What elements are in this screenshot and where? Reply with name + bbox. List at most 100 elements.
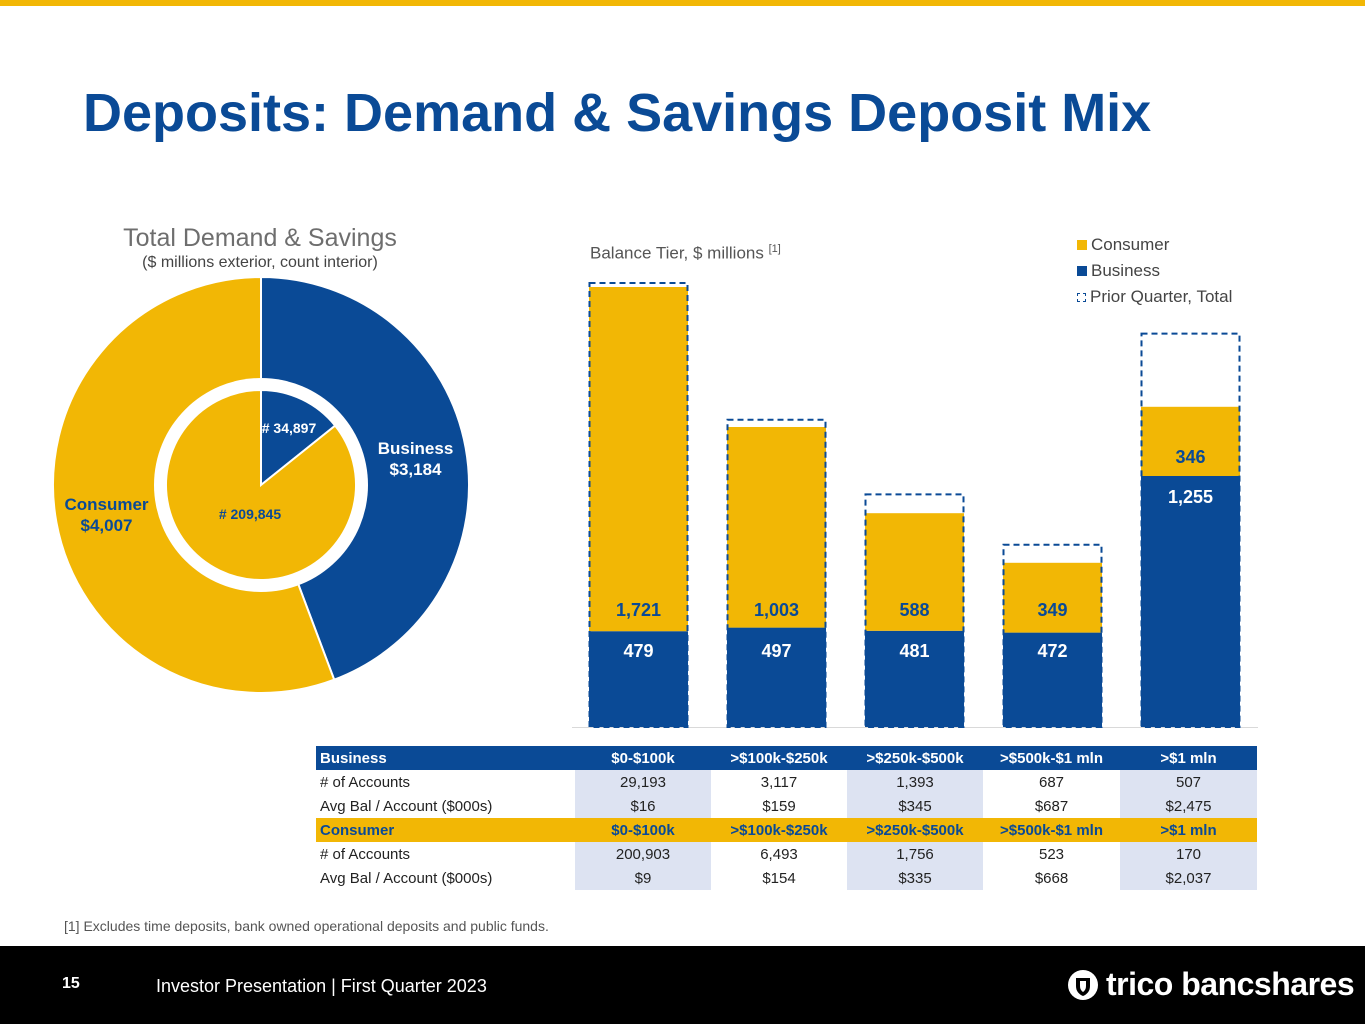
bar-prior-quarter-outline	[588, 282, 689, 728]
data-label-consumer: 1,003	[754, 600, 799, 620]
footer-text: Investor Presentation | First Quarter 20…	[156, 976, 487, 996]
legend-label-consumer: Consumer	[1091, 235, 1170, 254]
data-label-business: 472	[1037, 641, 1067, 661]
data-label-consumer: 1,721	[616, 600, 661, 620]
table-cell: 200,903	[575, 842, 711, 866]
footnote: [1] Excludes time deposits, bank owned o…	[64, 918, 549, 934]
table-cell: $159	[762, 797, 796, 815]
legend-swatch-prior-quarter	[1077, 292, 1086, 302]
data-label-consumer: 346	[1175, 447, 1205, 467]
bar-business	[1003, 632, 1102, 727]
table-cell: $345	[847, 794, 983, 818]
table-cell: $16	[575, 794, 711, 818]
bar-chart-subtitle-text: Balance Tier, $ millions	[590, 243, 764, 263]
table-cell: 523	[1038, 845, 1065, 863]
table-cell: 1,393	[847, 770, 983, 794]
table-cell: >$250k-$500k	[847, 818, 983, 842]
bar-legend: Consumer Business Prior Quarter, Total	[1077, 232, 1232, 310]
data-label-business: 481	[899, 641, 929, 661]
pie-label-consumer: Consumer	[64, 495, 148, 514]
table-cell: $9	[575, 866, 711, 890]
table-cell: 29,193	[575, 770, 711, 794]
table-header-consumer: Consumer $0-$100k >$100k-$250k >$250k-$5…	[316, 818, 1257, 842]
table-cell: 6,493	[760, 845, 798, 863]
table-cell: 3,117	[760, 773, 798, 791]
page-title: Deposits: Demand & Savings Deposit Mix	[83, 83, 1152, 143]
pie-slice-inner-consumer	[165, 388, 357, 581]
data-label-business: 479	[623, 641, 653, 661]
table-row: Avg Bal / Account ($000s) $9 $154 $335 $…	[316, 866, 1257, 890]
table-cell: # of Accounts	[320, 845, 411, 863]
brand-name: trico bancshares	[1106, 966, 1355, 1002]
legend-label-business: Business	[1091, 261, 1160, 280]
top-accent-rule	[0, 0, 1365, 6]
bar-consumer	[589, 287, 688, 632]
table-cell: $0-$100k	[575, 818, 711, 842]
table-cell: $2,037	[1120, 866, 1257, 890]
table-cell: >$1 mln	[1120, 746, 1257, 770]
bar-prior-quarter-outline	[726, 418, 827, 728]
legend-item-business: Business	[1077, 258, 1232, 284]
pie-value-consumer: $4,007	[81, 516, 133, 535]
table-cell: $335	[847, 866, 983, 890]
table-cell: 170	[1120, 842, 1257, 866]
pie-count-business: # 34,897	[262, 420, 317, 436]
bar-consumer	[1003, 562, 1102, 633]
bar-consumer	[865, 513, 964, 631]
table-cell: Avg Bal / Account ($000s)	[320, 797, 493, 815]
legend-item-prior-quarter: Prior Quarter, Total	[1077, 284, 1232, 310]
table-cell: >$500k-$1 mln	[983, 818, 1120, 842]
bar-business	[589, 631, 688, 727]
table-cell: >$100k-$250k	[711, 818, 847, 842]
legend-label-prior-quarter: Prior Quarter, Total	[1090, 287, 1233, 306]
table-cell: $668	[1034, 869, 1069, 887]
table-cell: 687	[1038, 773, 1065, 791]
charts-canvas: Business $3,184 Consumer $4,007 # 34,897 # 20…	[52, 275, 1258, 728]
brand-logo: trico bancshares	[1066, 966, 1355, 1003]
balance-tier-table: Business $0-$100k >$100k-$250k >$250k-$5…	[316, 746, 1257, 890]
table-cell: $687	[1034, 797, 1069, 815]
bar-consumer	[727, 427, 826, 628]
table-cell: >$1 mln	[1120, 818, 1257, 842]
footer-bar	[0, 946, 1365, 1024]
data-label-consumer: 349	[1037, 600, 1067, 620]
table-cell: 1,756	[847, 842, 983, 866]
table-cell: >$500k-$1 mln	[983, 746, 1120, 770]
page-number: 15	[62, 975, 80, 992]
bar-prior-quarter-outline	[1140, 332, 1241, 728]
table-cell: >$250k-$500k	[847, 746, 983, 770]
table-header-business: Business $0-$100k >$100k-$250k >$250k-$5…	[316, 746, 1257, 770]
data-label-business: 497	[761, 641, 791, 661]
table-cell: $2,475	[1120, 794, 1257, 818]
bar-consumer	[1141, 406, 1240, 476]
table-row: Avg Bal / Account ($000s) $16 $159 $345 …	[316, 794, 1257, 818]
table-row: # of Accounts 200,903 6,493 1,756 523 17…	[316, 842, 1257, 866]
table-cell: Avg Bal / Account ($000s)	[320, 869, 493, 887]
data-label-consumer: 588	[899, 600, 929, 620]
data-label-business: 1,255	[1168, 487, 1213, 507]
table-cell: Consumer	[316, 818, 575, 842]
bar-prior-quarter-outline	[864, 493, 965, 728]
table-cell: 507	[1120, 770, 1257, 794]
pie-label-business: Business	[378, 439, 454, 458]
table-cell: Business	[316, 746, 575, 770]
table-cell: $0-$100k	[575, 746, 711, 770]
donut-subtitle: ($ millions exterior, count interior)	[142, 254, 378, 271]
table-cell: >$100k-$250k	[711, 746, 847, 770]
footnote-ref: [1]	[768, 243, 781, 255]
legend-item-consumer: Consumer	[1077, 232, 1232, 258]
legend-swatch-business	[1077, 266, 1087, 276]
pie-count-consumer: # 209,845	[219, 506, 281, 522]
pie-slice-inner-business	[260, 388, 337, 488]
table-row: # of Accounts 29,193 3,117 1,393 687 507	[316, 770, 1257, 794]
pie-value-business: $3,184	[390, 460, 443, 479]
legend-swatch-consumer	[1077, 240, 1087, 250]
bar-business	[727, 627, 826, 727]
table-cell: # of Accounts	[320, 773, 411, 791]
bar-business	[865, 630, 964, 727]
shield-icon	[1068, 969, 1098, 1000]
bar-chart-subtitle: Balance Tier, $ millions [1]	[590, 243, 781, 264]
table-cell: $154	[762, 869, 796, 887]
bar-business	[1141, 476, 1240, 727]
donut-title: Total Demand & Savings	[123, 224, 397, 252]
